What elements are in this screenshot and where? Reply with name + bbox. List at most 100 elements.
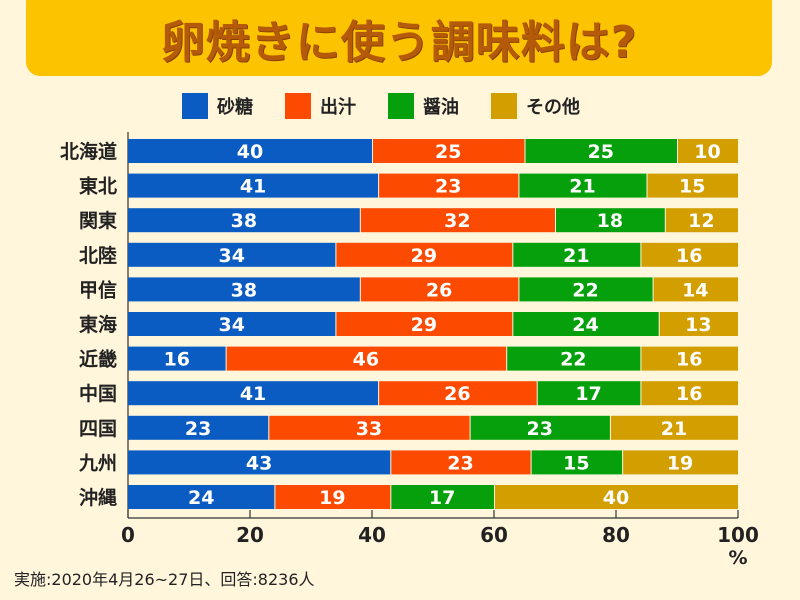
bar-value-label: 17	[429, 487, 455, 509]
legend-swatch-sugar	[182, 93, 208, 119]
bar-value-label: 19	[319, 487, 345, 509]
bar-value-label: 34	[218, 314, 244, 336]
bar-value-label: 33	[356, 418, 382, 440]
bar-segment	[659, 312, 738, 336]
bar-value-label: 15	[679, 176, 705, 198]
bar-segment	[128, 450, 391, 475]
bar-value-label: 22	[560, 349, 586, 371]
bar-value-label: 25	[588, 141, 614, 163]
bar-segment	[128, 485, 275, 509]
legend-label-dashi: 出汁	[320, 97, 356, 118]
bar-segment	[556, 208, 665, 233]
bar-segment	[525, 139, 677, 163]
bar-segment	[379, 381, 537, 406]
bar-value-label: 18	[597, 210, 623, 232]
bar-value-label: 41	[240, 176, 266, 198]
x-tick-label: 20	[236, 523, 264, 547]
bar-value-label: 32	[444, 210, 470, 232]
bar-segment	[519, 173, 647, 198]
bar-value-label: 29	[411, 314, 437, 336]
bar-segment	[275, 485, 391, 509]
region-label: 中国	[79, 382, 117, 405]
bar-segment	[336, 312, 513, 336]
region-label: 九州	[78, 452, 117, 474]
bar-segment	[537, 381, 641, 406]
bar-segment	[269, 415, 470, 440]
bar-value-label: 21	[569, 176, 595, 198]
bar-value-label: 13	[685, 314, 711, 336]
bar-segment	[226, 346, 507, 371]
x-tick-label: 100	[717, 523, 759, 547]
bar-value-label: 14	[682, 279, 708, 301]
title-banner: 卵焼きに使う調味料は?	[26, 0, 772, 76]
bar-segment	[678, 139, 738, 163]
bar-value-label: 46	[353, 349, 379, 371]
bar-segment	[128, 381, 379, 406]
region-label: 東海	[79, 313, 117, 336]
bar-segment	[128, 415, 269, 440]
bar-segment	[531, 450, 623, 475]
bar-value-label: 10	[694, 141, 720, 163]
bar-value-label: 16	[676, 349, 702, 371]
bar-segment	[360, 208, 555, 233]
region-label: 沖縄	[79, 486, 117, 509]
legend-item-sugar: 砂糖	[182, 93, 253, 119]
region-label: 北陸	[79, 244, 117, 267]
bar-value-label: 23	[185, 418, 211, 440]
legend-swatch-dashi	[285, 93, 311, 119]
bar-segment	[470, 415, 610, 440]
footnote: 実施:2020年4月26~27日、回答:8236人	[14, 570, 315, 589]
bar-value-label: 16	[164, 349, 190, 371]
bar-value-label: 38	[231, 210, 257, 232]
bar-segment	[495, 485, 738, 509]
bar-segment	[647, 173, 738, 198]
region-label: 北海道	[60, 140, 117, 163]
bar-value-label: 16	[676, 383, 702, 405]
bar-value-label: 17	[575, 383, 601, 405]
bar-value-label: 41	[240, 383, 266, 405]
bar-segment	[128, 139, 372, 163]
region-label: 東北	[79, 175, 117, 198]
bar-segment	[373, 139, 525, 163]
region-label: 近畿	[79, 348, 117, 371]
bar-segment	[641, 346, 738, 371]
legend-item-soy-sauce: 醤油	[388, 93, 459, 119]
bar-value-label: 15	[563, 452, 589, 474]
legend-label-other: その他	[526, 97, 580, 118]
legend-item-other: その他	[491, 93, 580, 119]
bar-segment	[128, 277, 360, 302]
legend-swatch-soy-sauce	[388, 93, 414, 119]
bar-segment	[379, 173, 519, 198]
x-tick-label: 80	[602, 523, 630, 547]
chart-title: 卵焼きに使う調味料は?	[160, 17, 638, 68]
bar-value-label: 16	[676, 245, 702, 267]
bar-value-label: 24	[188, 487, 214, 509]
bar-value-label: 40	[237, 141, 263, 163]
bar-value-label: 23	[435, 176, 461, 198]
bar-segment	[507, 346, 641, 371]
bar-segment	[610, 415, 738, 440]
bar-segment	[623, 450, 738, 475]
bar-value-label: 25	[435, 141, 461, 163]
legend: 砂糖 出汁 醤油 その他	[182, 93, 612, 119]
bar-segment	[391, 450, 531, 475]
bar-value-label: 23	[447, 452, 473, 474]
bar-segment	[513, 312, 659, 336]
region-label: 四国	[79, 418, 117, 440]
bar-value-label: 22	[572, 279, 598, 301]
bar-value-label: 38	[231, 279, 257, 301]
x-tick-label: 60	[480, 523, 508, 547]
bar-segment	[360, 277, 519, 302]
region-label: 関東	[79, 209, 117, 232]
bar-value-label: 29	[411, 245, 437, 267]
bar-value-label: 26	[426, 279, 452, 301]
bar-value-label: 12	[688, 210, 714, 232]
bar-segment	[641, 381, 738, 406]
bar-value-label: 40	[603, 487, 629, 509]
region-label: 甲信	[79, 278, 117, 301]
bar-segment	[336, 242, 513, 267]
x-axis-unit-label: %	[728, 547, 747, 569]
bar-value-label: 19	[667, 452, 693, 474]
bar-segment	[391, 485, 494, 509]
